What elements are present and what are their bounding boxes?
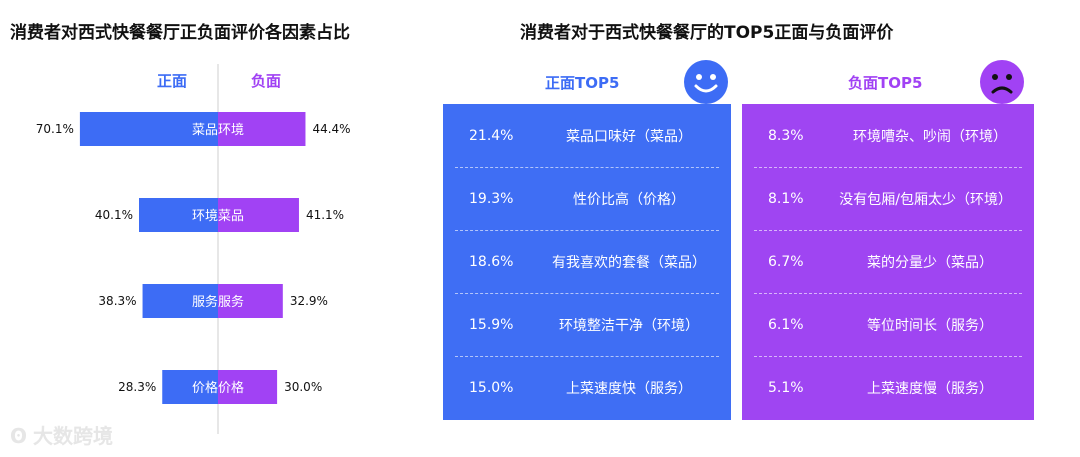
left-chart-title: 消费者对西式快餐餐厅正负面评价各因素占比 (10, 23, 350, 43)
negative-value-label: 32.9% (290, 294, 328, 308)
review-text: 等位时间长（服务） (867, 317, 993, 334)
positive-category-label: 价格 (192, 380, 218, 396)
review-text: 菜的分量少（菜品） (867, 254, 993, 271)
positive-bar (139, 198, 218, 232)
negative-category-label: 菜品 (218, 209, 244, 224)
legend-positive: 正面 (157, 72, 187, 90)
watermark: ʘ 大数跨境 (10, 420, 113, 449)
percent-value: 19.3% (469, 190, 514, 207)
negative-value-label: 30.0% (284, 380, 322, 394)
list-item: 5.1% 上菜速度慢（服务） (754, 356, 1022, 419)
percent-value: 6.1% (768, 316, 804, 333)
negative-bar (218, 370, 278, 404)
percent-value: 5.1% (768, 379, 804, 396)
positive-category-label: 菜品 (192, 123, 218, 138)
positive-bar (79, 112, 218, 146)
percent-value: 15.9% (469, 316, 514, 333)
positive-value-label: 28.3% (118, 380, 156, 394)
negative-top5-header: 负面TOP5 (848, 74, 923, 92)
review-text: 环境整洁干净（环境） (559, 317, 699, 334)
positive-value-label: 38.3% (98, 294, 136, 308)
positive-value-label: 40.1% (95, 208, 133, 222)
negative-bar (218, 112, 306, 146)
watermark-text: 大数跨境 (33, 424, 114, 448)
review-text: 性价比高（价格） (573, 191, 685, 208)
review-text: 有我喜欢的套餐（菜品） (552, 254, 706, 271)
list-item: 15.9% 环境整洁干净（环境） (455, 293, 719, 357)
percent-value: 15.0% (469, 379, 514, 396)
list-item: 15.0% 上菜速度快（服务） (455, 356, 719, 419)
smiley-face-icon (684, 60, 728, 104)
positive-top5-panel: 21.4% 菜品口味好（菜品） 19.3% 性价比高（价格） 18.6% 有我喜欢的套餐（… (443, 104, 731, 420)
list-item: 6.1% 等位时间长（服务） (754, 293, 1022, 357)
positive-top5-header: 正面TOP5 (545, 74, 620, 92)
percent-value: 8.1% (768, 190, 804, 207)
sad-face-icon (980, 60, 1024, 104)
list-item: 18.6% 有我喜欢的套餐（菜品） (455, 230, 719, 294)
percent-value: 6.7% (768, 253, 804, 270)
positive-value-label: 70.1% (36, 122, 74, 136)
percent-value: 18.6% (469, 253, 514, 270)
list-item: 6.7% 菜的分量少（菜品） (754, 230, 1022, 294)
list-item: 21.4% 菜品口味好（菜品） (455, 104, 719, 168)
negative-bar (218, 284, 283, 318)
list-item: 8.1% 没有包厢/包厢太少（环境） (754, 167, 1022, 231)
legend-negative: 负面 (251, 72, 281, 90)
negative-value-label: 44.4% (312, 122, 350, 136)
right-chart-title: 消费者对于西式快餐餐厅的TOP5正面与负面评价 (520, 23, 894, 43)
negative-category-label: 环境 (218, 123, 244, 138)
review-text: 没有包厢/包厢太少（环境） (839, 191, 1012, 208)
review-text: 菜品口味好（菜品） (566, 128, 692, 145)
review-text: 上菜速度慢（服务） (867, 380, 993, 397)
review-text: 环境嘈杂、吵闹（环境） (853, 128, 1007, 145)
positive-category-label: 环境 (192, 209, 218, 224)
list-item: 8.3% 环境嘈杂、吵闹（环境） (754, 104, 1022, 168)
positive-category-label: 服务 (192, 294, 218, 310)
negative-value-label: 41.1% (306, 208, 344, 222)
negative-category-label: 价格 (218, 380, 244, 396)
negative-category-label: 服务 (218, 294, 244, 310)
positive-bar (142, 284, 218, 318)
negative-top5-panel: 8.3% 环境嘈杂、吵闹（环境） 8.1% 没有包厢/包厢太少（环境） 6.7% 菜的分量… (742, 104, 1034, 420)
watermark-logo-icon: ʘ (10, 424, 28, 448)
list-item: 19.3% 性价比高（价格） (455, 167, 719, 231)
review-text: 上菜速度快（服务） (566, 380, 692, 397)
positive-bar (162, 370, 218, 404)
negative-bar (218, 198, 299, 232)
percent-value: 8.3% (768, 127, 804, 144)
percent-value: 21.4% (469, 127, 514, 144)
